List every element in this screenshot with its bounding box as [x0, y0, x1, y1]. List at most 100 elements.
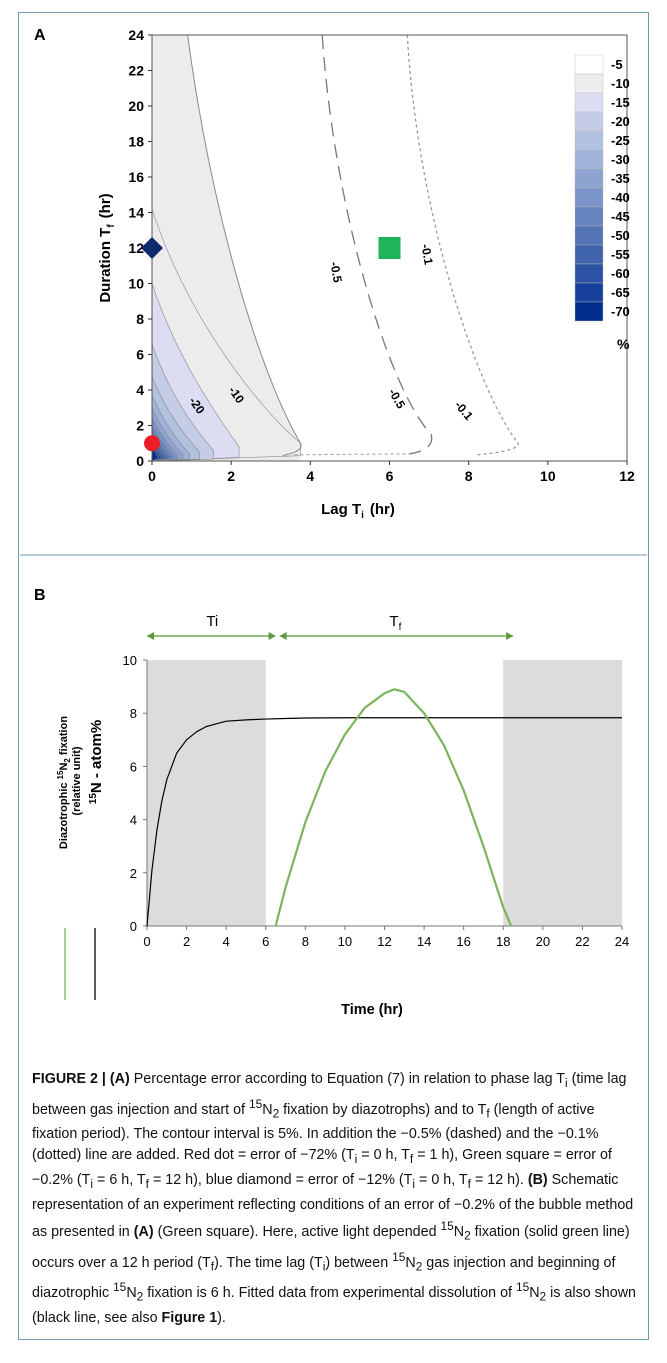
colorbar-swatch	[574, 92, 604, 113]
shaded-region	[147, 660, 266, 926]
colorbar: -5 -10 -15 -20 -25 -30 -35 -40 -45 -50 -55 -60 -65 -7…	[574, 54, 630, 352]
contour-lines	[294, 35, 519, 456]
x-tick-label: 4	[223, 934, 230, 949]
figure-frame	[18, 12, 649, 1340]
colorbar-swatch	[574, 111, 604, 132]
x-tick-label: 12	[377, 934, 391, 949]
y-tick-label: 22	[128, 63, 144, 79]
panel-b-xlabel: Time (hr)	[341, 1002, 403, 1018]
x-tick-label: 8	[465, 468, 473, 484]
caption-b-label: (B)	[527, 1172, 548, 1189]
x-tick-label: 6	[262, 934, 269, 949]
legend-black-label: 15N - atom%	[88, 720, 105, 804]
tf-label: Tf	[389, 613, 401, 633]
contour-line-dashed	[321, 35, 433, 455]
colorbar-label: -30	[611, 152, 630, 167]
y-tick-label: 20	[128, 98, 144, 114]
tf-interval-arrow-head-right	[506, 632, 514, 640]
caption-a-ref: (A)	[133, 1223, 154, 1240]
y-tick-label: 24	[128, 27, 144, 43]
y-tick-label: 18	[128, 134, 144, 150]
colorbar-swatch	[574, 301, 604, 322]
ti-interval-arrow-head-left	[147, 632, 154, 640]
blue-diamond-marker	[141, 237, 163, 259]
colorbar-label: -10	[611, 76, 630, 91]
panel-a-markers	[141, 237, 401, 452]
y-tick-label: 0	[136, 453, 144, 469]
y-tick-label: 2	[136, 418, 144, 434]
y-tick-label: 0	[130, 919, 137, 934]
black-series-line	[146, 717, 622, 927]
colorbar-label: -50	[611, 228, 630, 243]
y-tick-label: 10	[128, 276, 144, 292]
y-tick-label: 6	[130, 759, 137, 774]
colorbar-swatch	[574, 54, 604, 75]
y-tick-label: 16	[128, 169, 144, 185]
green-square-marker	[378, 237, 401, 259]
colorbar-swatch	[574, 206, 604, 227]
x-tick-label: 24	[615, 934, 629, 949]
green-series-line	[274, 688, 513, 927]
panel-b-legend: Diazotrophic 15N2 fixation (relative uni…	[56, 713, 105, 1000]
x-tick-label: 18	[496, 934, 510, 949]
colorbar-swatch	[574, 168, 604, 189]
colorbar-swatch	[574, 187, 604, 208]
ti-label: Ti	[206, 613, 218, 630]
x-tick-label: 6	[386, 468, 394, 484]
x-tick-label: 2	[183, 934, 190, 949]
tf-interval-arrow-head-left	[279, 632, 287, 640]
colorbar-swatch	[574, 130, 604, 151]
colorbar-swatch	[574, 73, 604, 94]
contour-line-bottom	[294, 453, 410, 456]
contour-label: -0.5	[327, 261, 344, 284]
colorbar-swatch	[574, 282, 604, 303]
contour-fill	[152, 35, 302, 461]
colorbar-label: -45	[611, 209, 630, 224]
panel-a-ylabel: Duration Tf(hr)	[97, 193, 117, 302]
caption-a-label: (A)	[109, 1071, 130, 1087]
panel-a-label: A	[34, 27, 46, 44]
colorbar-unit: %	[617, 336, 630, 352]
colorbar-label: -25	[611, 133, 630, 148]
x-tick-label: 10	[540, 468, 556, 484]
y-tick-label: 4	[136, 382, 144, 398]
x-tick-label: 8	[302, 934, 309, 949]
x-tick-label: 22	[575, 934, 589, 949]
colorbar-label: -55	[611, 247, 630, 262]
colorbar-label: -65	[611, 285, 630, 300]
y-tick-label: 10	[123, 653, 137, 668]
y-tick-label: 6	[136, 347, 144, 363]
x-tick-label: 12	[619, 468, 635, 484]
caption-figure-label: FIGURE 2 |	[32, 1071, 106, 1087]
contour-label: -0.1	[418, 243, 435, 266]
colorbar-label: -15	[611, 95, 630, 110]
colorbar-label: -20	[611, 114, 630, 129]
x-tick-label: 4	[306, 468, 314, 484]
red-dot-marker	[144, 435, 160, 452]
contour-outer-line	[187, 35, 302, 457]
y-tick-label: 14	[128, 205, 144, 221]
x-tick-label: 16	[456, 934, 470, 949]
colorbar-swatch	[574, 244, 604, 265]
colorbar-label: -70	[611, 304, 630, 319]
shaded-region	[503, 660, 622, 926]
colorbar-swatch	[574, 263, 604, 284]
colorbar-label: -5	[611, 57, 623, 72]
colorbar-label: -40	[611, 190, 630, 205]
colorbar-swatch	[574, 225, 604, 246]
x-tick-label: 10	[338, 934, 352, 949]
y-tick-label: 4	[130, 813, 137, 828]
x-tick-label: 2	[227, 468, 235, 484]
y-tick-label: 8	[130, 706, 137, 721]
legend-green-label: Diazotrophic 15N2 fixation (relative uni…	[56, 713, 83, 849]
x-tick-label: 0	[148, 468, 156, 484]
y-tick-label: 12	[128, 240, 144, 256]
y-tick-label: 2	[130, 866, 137, 881]
y-tick-label: 8	[136, 311, 144, 327]
panel-b-label: B	[34, 587, 46, 604]
